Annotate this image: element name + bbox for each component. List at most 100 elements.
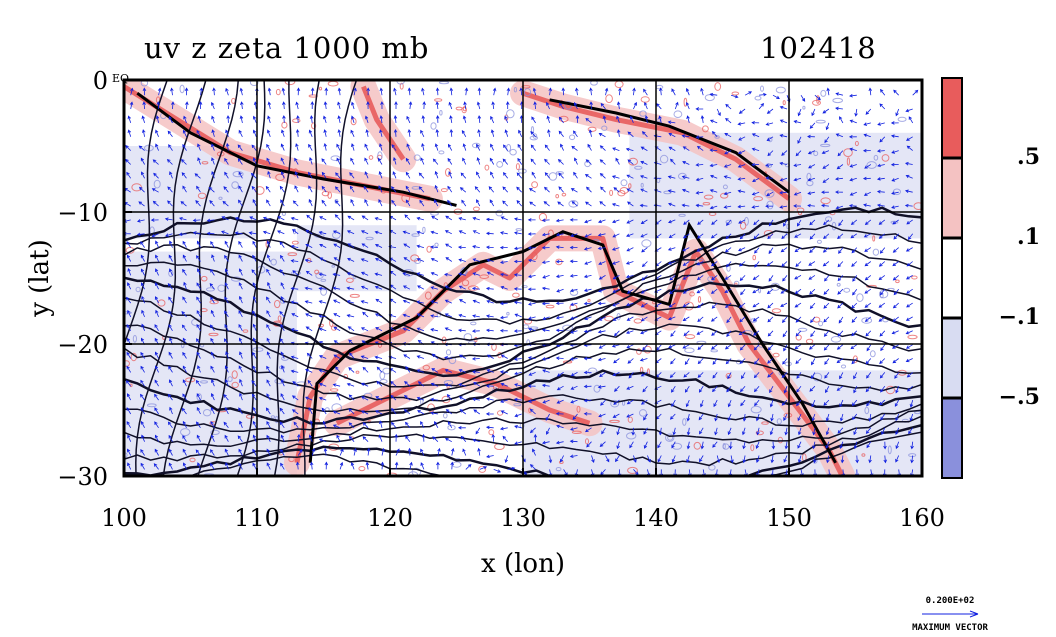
vorticity-speck (813, 150, 819, 157)
wind-vector (695, 190, 704, 195)
wind-vector (618, 87, 622, 96)
wind-vector (891, 205, 899, 209)
wind-vector (612, 316, 620, 321)
wind-vector (197, 115, 201, 124)
wind-vector (683, 219, 690, 225)
vorticity-speck (887, 445, 892, 455)
wind-vector (541, 357, 550, 361)
wind-vector (591, 455, 595, 463)
vorticity-speck (314, 269, 320, 275)
wind-vector (905, 247, 913, 252)
vorticity-speck (320, 278, 327, 282)
wind-vector (643, 88, 648, 96)
wind-vector (541, 301, 550, 306)
wind-vector (766, 261, 774, 267)
wind-vector (740, 288, 746, 296)
vorticity-speck (410, 254, 420, 262)
wind-vector (752, 302, 760, 308)
wind-vector (319, 216, 327, 221)
colorbar-bin (941, 237, 963, 319)
wind-vector (224, 448, 229, 456)
wind-vector (849, 177, 857, 182)
wind-vector (364, 171, 369, 179)
wind-vector (505, 101, 510, 109)
wind-vector (225, 462, 229, 470)
wind-vector (851, 247, 858, 254)
wind-vector (346, 272, 355, 276)
vorticity-speck (636, 348, 642, 355)
wind-vector (500, 410, 508, 415)
wind-vector (909, 413, 914, 422)
vorticity-speck (252, 347, 264, 353)
wind-vector (405, 157, 411, 165)
wind-vector (906, 219, 913, 225)
vorticity-speck (495, 209, 504, 217)
wind-vector (206, 231, 215, 236)
vorticity-speck (714, 135, 720, 139)
wind-vector (754, 247, 760, 254)
wind-vector (324, 461, 329, 470)
wind-vector (583, 301, 592, 306)
wind-vector (405, 185, 411, 193)
wind-vector (234, 231, 243, 235)
wind-vector (883, 441, 887, 450)
wind-vector (282, 115, 286, 123)
wind-vector (682, 275, 690, 280)
wind-vector (697, 302, 704, 309)
wind-vector (782, 275, 788, 282)
wind-vector (444, 369, 452, 373)
wind-vector (293, 421, 299, 429)
wind-vector (824, 372, 830, 379)
vorticity-speck (820, 89, 827, 97)
vorticity-speck (179, 84, 185, 94)
wind-vector (448, 171, 453, 179)
wind-vector (835, 190, 843, 194)
wind-vector (781, 233, 788, 240)
wind-vector (490, 171, 495, 179)
wind-vector (864, 316, 872, 323)
wind-vector (416, 230, 425, 235)
wind-vector (323, 142, 328, 151)
wind-vector (613, 358, 620, 364)
vorticity-speck (627, 466, 638, 474)
vorticity-speck (604, 315, 614, 322)
wind-vector (560, 455, 564, 463)
wind-vector (751, 133, 760, 138)
wind-vector (868, 87, 873, 96)
y-tick-label: −30 (57, 463, 108, 491)
wind-vector (266, 462, 271, 470)
wind-vector (360, 285, 369, 290)
wind-vector (766, 136, 774, 142)
wind-vector (457, 426, 466, 430)
wind-vector (266, 379, 271, 387)
wind-vector (809, 247, 816, 253)
wind-vector (514, 371, 522, 376)
wind-vector (499, 315, 508, 320)
wind-vector (499, 245, 508, 250)
wind-vector (457, 245, 466, 250)
wind-vector (434, 184, 439, 193)
wind-vector (697, 358, 704, 365)
wind-vector (727, 399, 732, 408)
wind-vector (127, 268, 132, 276)
colorbar-bin (941, 157, 963, 239)
wind-vector (224, 434, 229, 442)
vorticity-speck (331, 264, 336, 268)
wind-vector (641, 261, 648, 268)
wind-vector (626, 302, 634, 307)
wind-vector (644, 115, 649, 123)
wind-vector (462, 143, 467, 151)
wind-vector (486, 454, 494, 459)
vorticity-speck (467, 285, 479, 291)
wind-vector (905, 108, 913, 113)
wind-vector (726, 385, 732, 393)
wind-vector (374, 257, 383, 262)
wind-vector (739, 344, 746, 351)
wind-vector (290, 328, 299, 332)
wind-vector (711, 302, 718, 309)
wind-vector (351, 143, 355, 151)
wind-vector (211, 129, 215, 137)
vorticity-speck (585, 438, 589, 445)
vorticity-speck (897, 116, 907, 122)
vorticity-speck (856, 293, 864, 303)
